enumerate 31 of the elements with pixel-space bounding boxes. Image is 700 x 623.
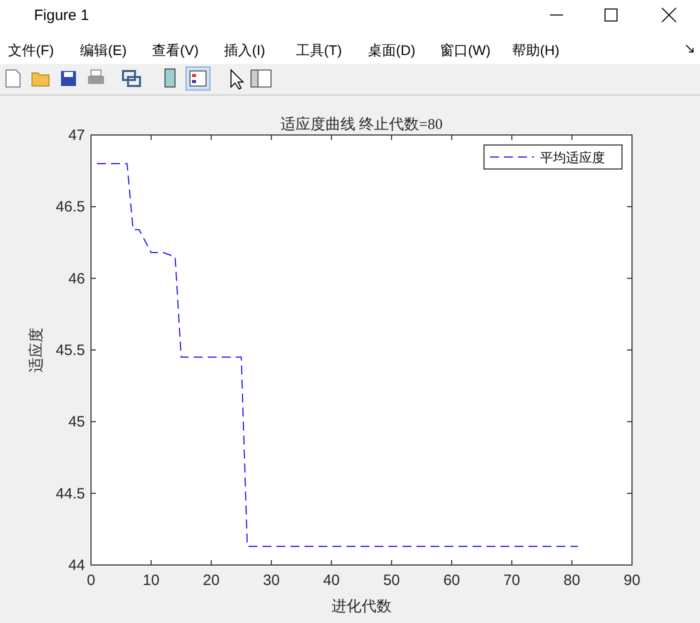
text: 桌面(D) bbox=[368, 42, 416, 58]
text: 工具(T) bbox=[296, 42, 342, 58]
line-series bbox=[96, 163, 578, 547]
y-tick-label: 46 bbox=[68, 270, 85, 288]
x-tick-label: 0 bbox=[86, 572, 96, 589]
x-tick-label: 60 bbox=[443, 572, 460, 589]
x-tick-label: 90 bbox=[624, 572, 640, 589]
y-tick-label: 44.5 bbox=[56, 485, 85, 502]
x-tick-label: 40 bbox=[323, 572, 340, 589]
text: 插入(I) bbox=[224, 42, 266, 58]
chart-title: 适应度曲线 终止代数=80 bbox=[280, 116, 443, 133]
text: 帮助(H) bbox=[512, 42, 560, 58]
x-tick-label: 30 bbox=[262, 572, 280, 589]
caption: Figure 1 bbox=[34, 7, 90, 24]
y-tick-label: 47 bbox=[68, 127, 85, 144]
x-tick-label: 50 bbox=[383, 572, 400, 589]
x-tick-label: 80 bbox=[564, 572, 580, 589]
y-tick-label: 46.5 bbox=[56, 198, 85, 216]
x-tick-label: 20 bbox=[202, 572, 220, 589]
text: 查看(V) bbox=[152, 42, 199, 58]
x-axis-title: 进化代数 bbox=[332, 598, 392, 615]
x-tick-label: 70 bbox=[503, 572, 520, 589]
y-tick-label: 45 bbox=[68, 414, 85, 431]
y-tick-label: 45.5 bbox=[56, 342, 85, 359]
legend-label: 平均适应度 bbox=[540, 150, 605, 165]
y-axis-title: 适应度 bbox=[28, 328, 45, 372]
text: 编辑(E) bbox=[80, 42, 127, 58]
x-tick-label: 10 bbox=[142, 572, 160, 589]
y-tick-label: 44 bbox=[68, 557, 85, 574]
text: 文件(F) bbox=[8, 42, 54, 58]
text: 窗口(W) bbox=[440, 42, 491, 58]
